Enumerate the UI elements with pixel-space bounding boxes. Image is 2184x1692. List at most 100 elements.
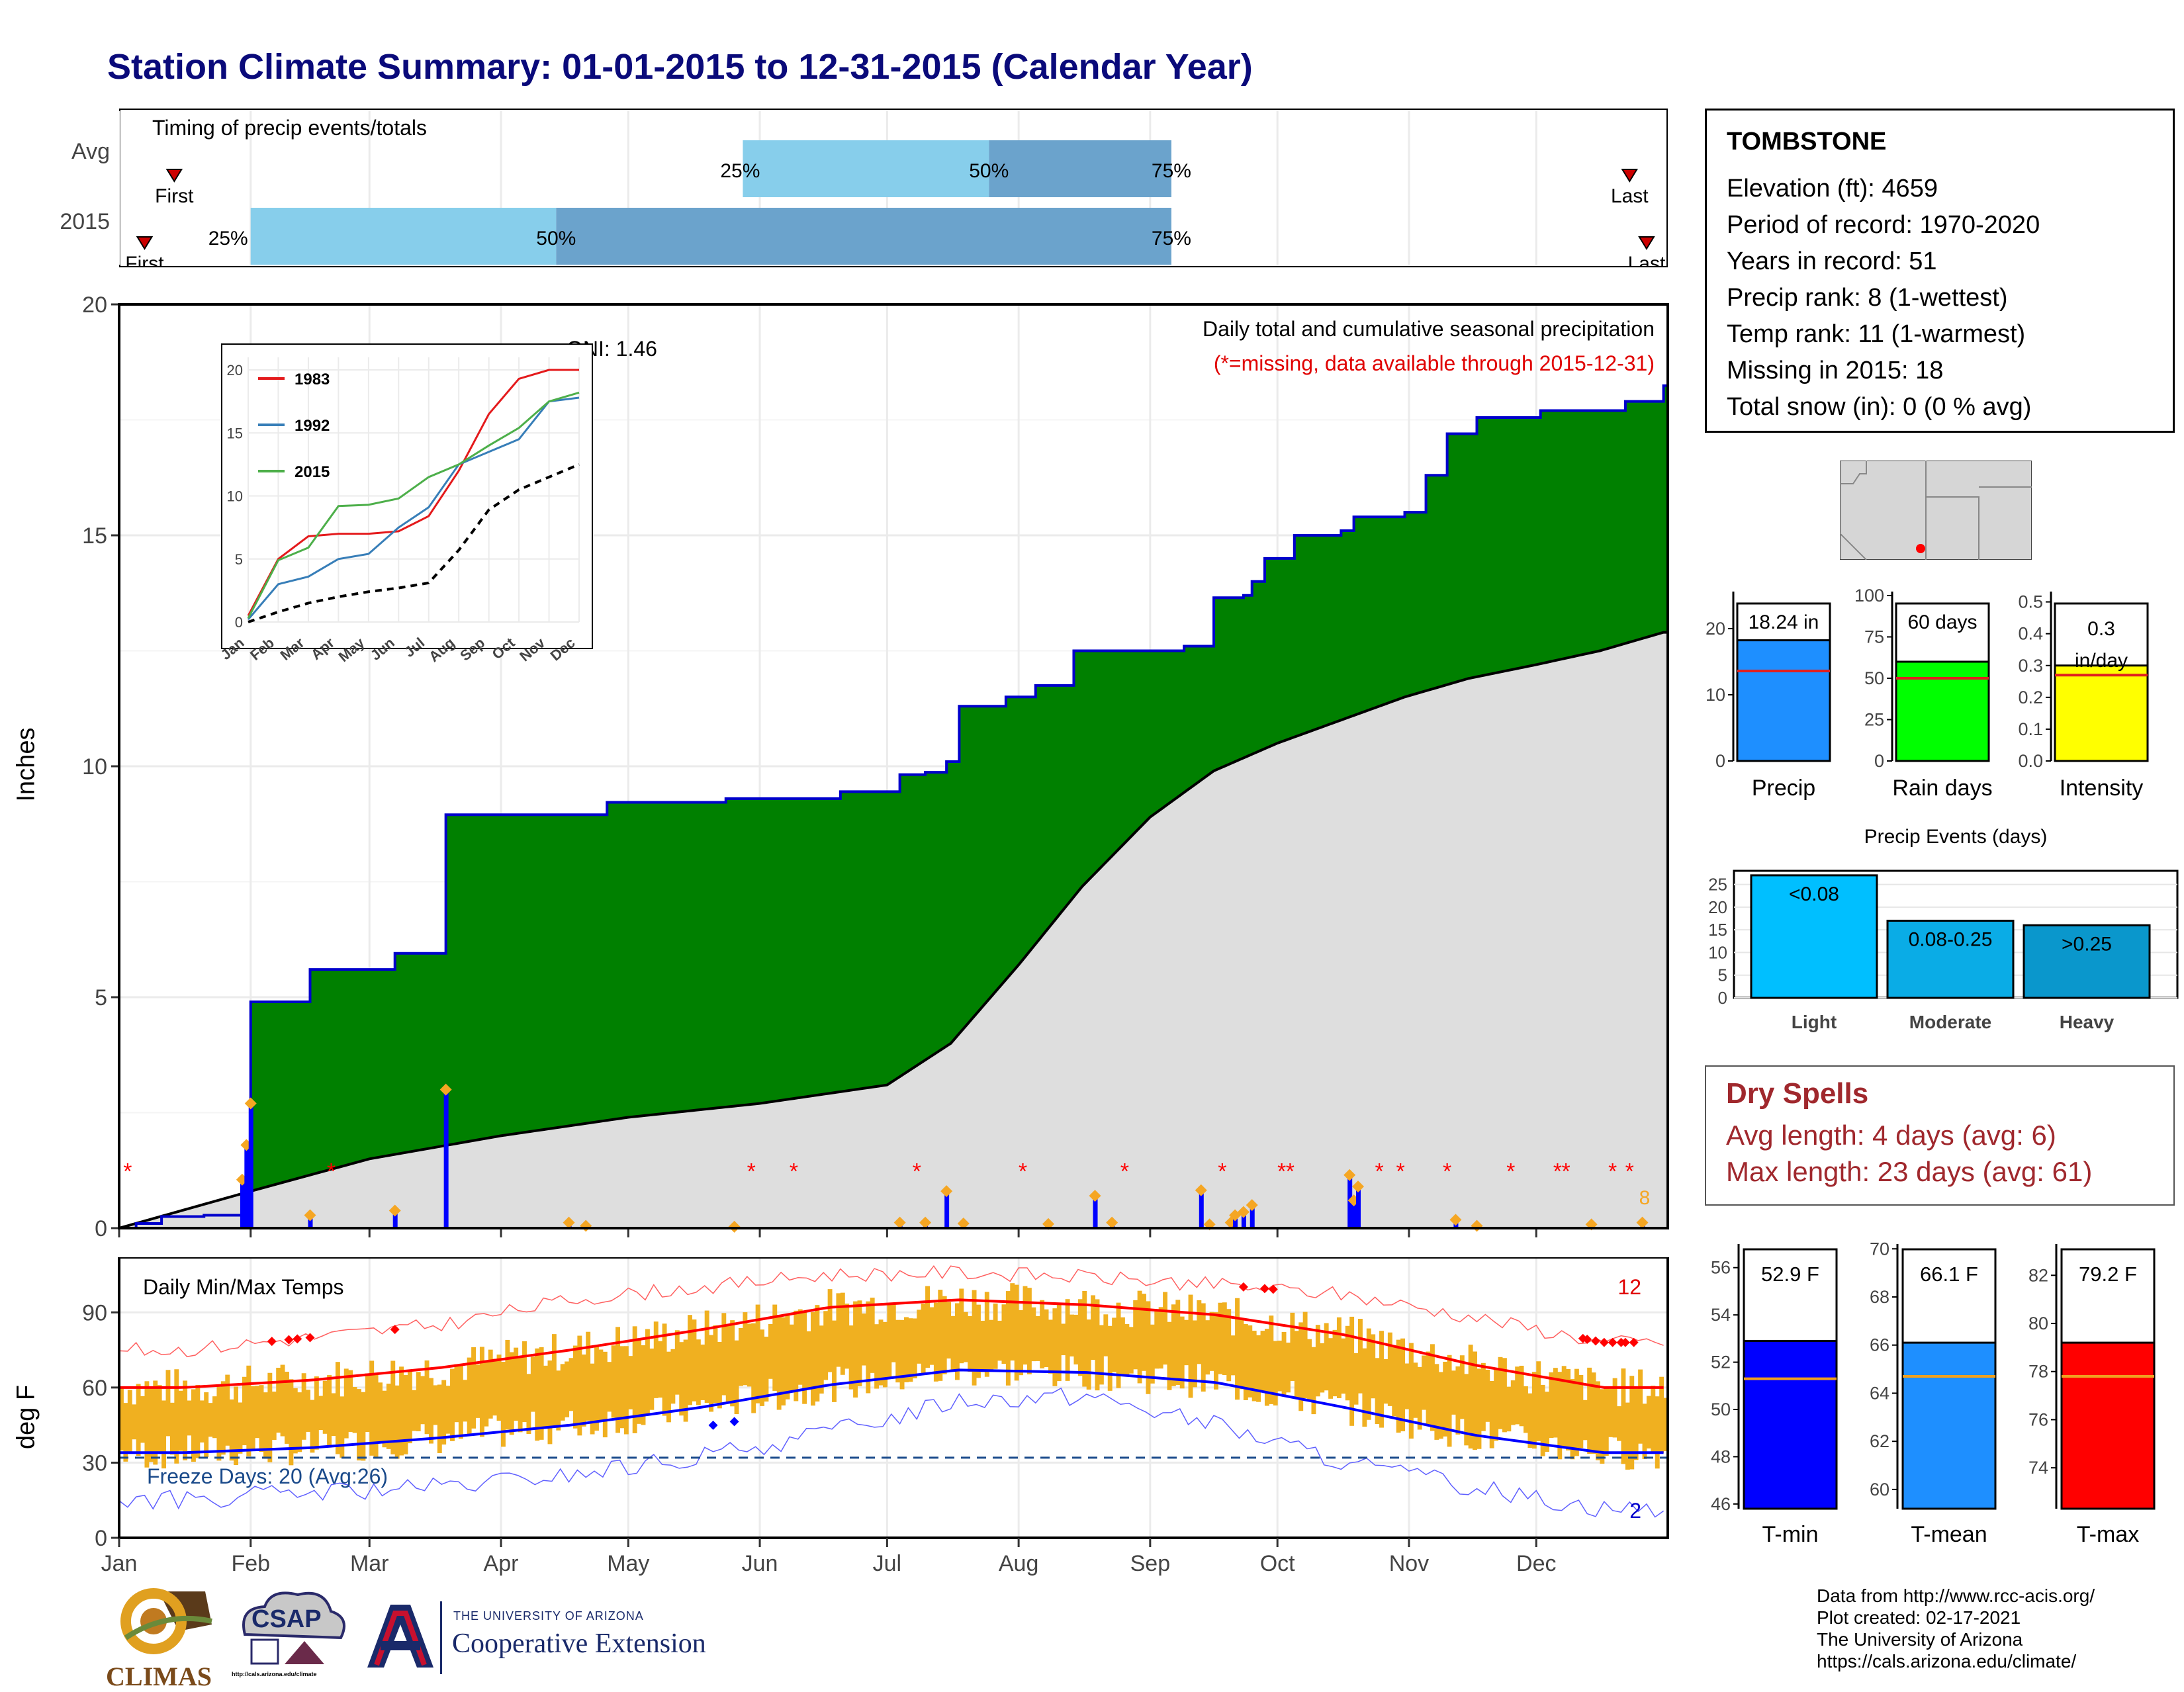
daily-temp-range-bar <box>1001 1304 1007 1364</box>
station-name: TOMBSTONE <box>1727 128 1887 156</box>
daily-temp-range-bar <box>1379 1331 1384 1428</box>
daily-temp-range-bar <box>1163 1292 1168 1365</box>
timing-quartile-bar <box>250 208 557 265</box>
page-title: Station Climate Summary: 01-01-2015 to 1… <box>107 47 1253 87</box>
daily-temp-range-bar <box>628 1356 633 1409</box>
daily-temp-range-bar <box>1056 1302 1062 1382</box>
daily-temp-range-bar <box>954 1303 960 1380</box>
temp-summary-tick-label: 50 <box>1711 1400 1731 1419</box>
daily-temp-range-bar <box>191 1389 196 1462</box>
credit-line: The University of Arizona <box>1817 1629 2023 1650</box>
daily-temp-range-bar <box>1413 1362 1418 1418</box>
daily-temp-range-bar <box>458 1364 463 1439</box>
daily-temp-range-bar <box>645 1329 650 1415</box>
daily-temp-range-bar <box>1222 1302 1227 1376</box>
daily-temp-range-bar <box>373 1374 379 1459</box>
inset-series-line <box>247 396 580 621</box>
summary-bar-label: Precip <box>1752 776 1815 801</box>
precip-event-bar <box>2023 924 2151 999</box>
daily-temp-range-bar <box>696 1339 701 1405</box>
climas-emblem-icon <box>120 1588 212 1654</box>
daily-temp-range-bar <box>148 1387 154 1462</box>
daily-temp-range-bar <box>946 1302 952 1358</box>
daily-temp-range-bar <box>1362 1348 1367 1427</box>
daily-temp-range-bar <box>271 1392 277 1440</box>
daily-precip-marker <box>1089 1190 1101 1202</box>
daily-temp-range-bar <box>1091 1295 1096 1360</box>
precip-y-tick-label: 15 <box>82 523 107 549</box>
daily-temp-range-bar <box>1035 1315 1040 1361</box>
daily-temp-range-bar <box>1082 1290 1087 1387</box>
daily-temp-range-bar <box>1566 1368 1571 1450</box>
timing-p25-label: 25% <box>208 228 248 249</box>
daily-temp-range-bar <box>518 1357 523 1433</box>
inset-y-tick-label: 5 <box>235 551 243 568</box>
daily-temp-range-bar <box>1061 1323 1066 1356</box>
last-event-marker-icon <box>1638 236 1655 250</box>
daily-temp-range-bar <box>662 1323 667 1416</box>
precip-y-axis-title: Inches <box>12 727 40 802</box>
daily-temp-range-bar <box>781 1317 786 1405</box>
temp-y-tick-label: 60 <box>82 1376 107 1401</box>
climas-wordmark: CLIMAS <box>106 1662 212 1691</box>
daily-temp-range-bar <box>739 1327 743 1386</box>
daily-temp-range-bar <box>1112 1317 1117 1372</box>
daily-precip-bar <box>1241 1212 1246 1228</box>
daily-temp-range-bar <box>539 1347 544 1440</box>
daily-temp-range-bar <box>547 1360 553 1445</box>
month-tick-label: Jan <box>101 1551 138 1576</box>
daily-temp-range-bar <box>721 1313 727 1396</box>
daily-temp-range-bar <box>1561 1366 1567 1447</box>
daily-temp-range-bar <box>802 1312 807 1404</box>
daily-temp-range-bar <box>734 1340 739 1415</box>
daily-temp-range-bar <box>637 1338 642 1424</box>
daily-temp-range-bar <box>1290 1312 1295 1381</box>
daily-precip-marker <box>1343 1169 1356 1181</box>
daily-temp-range-bar <box>1005 1291 1011 1386</box>
daily-temp-range-bar <box>225 1374 230 1446</box>
daily-temp-range-bar <box>806 1331 811 1390</box>
daily-precip-bar <box>248 1103 253 1228</box>
daily-temp-range-bar <box>1116 1302 1121 1388</box>
daily-temp-range-bar <box>246 1365 251 1456</box>
daily-temp-range-bar <box>530 1357 535 1412</box>
daily-temp-range-bar <box>293 1388 298 1454</box>
daily-temp-range-bar <box>1142 1294 1146 1371</box>
daily-temp-range-bar <box>386 1384 391 1449</box>
temp-summary-tick-label: 66 <box>1870 1335 1889 1355</box>
daily-temp-range-bar <box>463 1380 468 1422</box>
month-tick-label: Nov <box>1389 1551 1429 1576</box>
summary-tick-label: 100 <box>1854 586 1884 605</box>
daily-temp-range-bar <box>1434 1364 1439 1440</box>
summary-tick-label: 0.5 <box>2018 592 2043 612</box>
average-cumulative-line <box>118 631 1668 1229</box>
daily-temp-range-bar <box>195 1384 201 1458</box>
daily-temp-range-bar <box>1366 1328 1371 1420</box>
daily-temp-range-bar <box>509 1352 514 1435</box>
daily-temp-range-bar <box>1175 1300 1181 1385</box>
daily-precip-marker <box>439 1083 452 1096</box>
summary-value-label: 18.24 in <box>1749 611 1819 633</box>
daily-temp-range-bar <box>1307 1339 1312 1401</box>
summary-tick-label: 25 <box>1864 710 1884 730</box>
daily-temp-range-bar <box>844 1304 850 1369</box>
daily-temp-range-bar <box>840 1292 845 1375</box>
daily-temp-range-bar <box>683 1339 688 1422</box>
daily-temp-range-bar <box>768 1324 773 1379</box>
record-high-marker <box>305 1333 315 1343</box>
daily-temp-range-bar <box>1345 1325 1350 1401</box>
station-marker <box>1916 544 1925 553</box>
record-high-marker <box>1620 1337 1630 1347</box>
daily-temp-range-bar <box>1426 1351 1431 1425</box>
daily-temp-range-bar <box>674 1330 680 1395</box>
daily-temp-range-bar <box>157 1385 162 1453</box>
climas-logo: CLIMAS <box>106 1585 225 1691</box>
daily-temp-range-bar <box>1188 1294 1193 1398</box>
daily-temp-range-bar <box>1269 1315 1274 1404</box>
daily-temp-range-bar <box>827 1289 833 1372</box>
temp-summary-tick-label: 64 <box>1870 1383 1889 1403</box>
precip-event-bar <box>1750 874 1878 999</box>
temp-summary-value-label: 52.9 F <box>1761 1263 1819 1286</box>
daily-temp-range-bar <box>551 1334 557 1427</box>
daily-temp-range-bar <box>496 1355 502 1421</box>
